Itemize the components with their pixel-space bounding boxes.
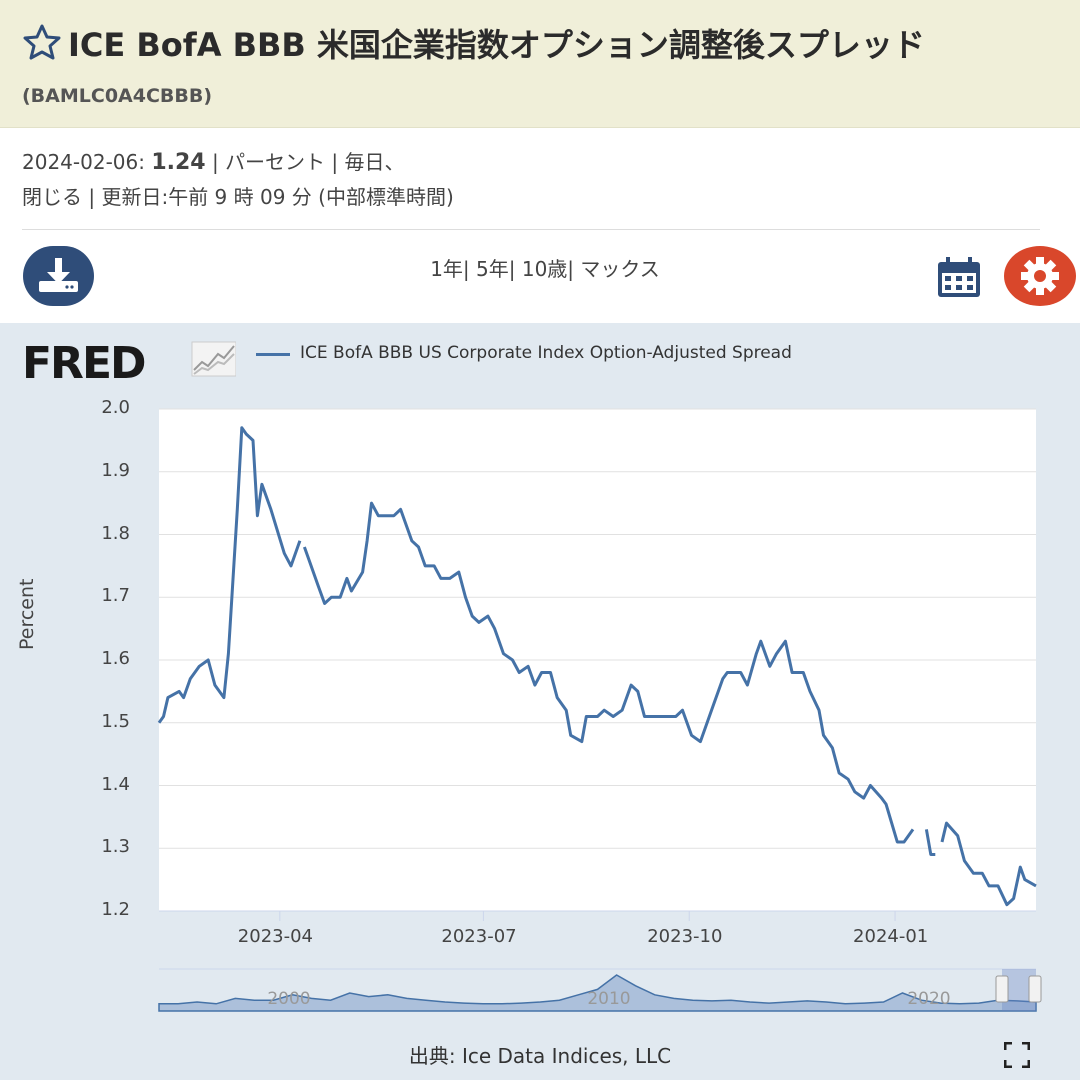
- x-tick-label: 2023-10: [647, 926, 723, 947]
- download-icon: [39, 258, 78, 292]
- y-tick-label: 1.7: [101, 585, 130, 607]
- y-tick-label: 1.9: [101, 459, 130, 481]
- units-frequency: | パーセント | 毎日、: [205, 150, 405, 174]
- divider: [22, 229, 1040, 230]
- range-10y[interactable]: 10歳|: [515, 257, 575, 281]
- series-title: ICE BofA BBB 米国企業指数オプション調整後スプレッド: [68, 26, 925, 64]
- series-meta: 2024-02-06: 1.24 | パーセント | 毎日、 閉じる | 更新日…: [22, 145, 1022, 214]
- settings-button[interactable]: [1004, 246, 1076, 306]
- series-id: (BAMLC0A4CBBB): [22, 85, 213, 107]
- y-tick-label: 2.0: [101, 397, 130, 418]
- range-1y[interactable]: 1年|: [430, 257, 470, 281]
- navigator-label: 2020: [907, 989, 950, 1009]
- navigator-handle-left[interactable]: [995, 975, 1009, 1003]
- gear-icon: [1004, 246, 1076, 306]
- date-range-selector: 1年| 5年| 10歳| マックス: [300, 253, 790, 282]
- series-line: [924, 829, 936, 856]
- range-max[interactable]: マックス: [574, 257, 660, 281]
- fullscreen-icon[interactable]: [1003, 1041, 1031, 1069]
- x-tick-label: 2023-07: [441, 926, 517, 947]
- range-5y[interactable]: 5年|: [469, 257, 516, 281]
- y-tick-label: 1.6: [101, 648, 130, 669]
- calendar-icon[interactable]: [936, 256, 982, 298]
- source-note: 出典: Ice Data Indices, LLC: [408, 1044, 672, 1068]
- y-tick-label: 1.3: [101, 836, 130, 858]
- navigator-label: 2000: [267, 989, 310, 1009]
- series-line: [302, 501, 915, 844]
- series-title-block: ICE BofA BBB 米国企業指数オプション調整後スプレッド (BAMLC0A…: [22, 22, 1062, 119]
- fred-logo: FRED: [22, 338, 147, 389]
- series-line: [940, 821, 1037, 907]
- observation-date: 2024-02-06:: [22, 150, 145, 174]
- x-tick-label: 2023-04: [237, 926, 314, 947]
- x-tick-label: 2024-01: [853, 926, 929, 947]
- y-tick-label: 1.5: [101, 710, 130, 732]
- navigator-handle-right[interactable]: [1028, 975, 1042, 1003]
- navigator-label: 2010: [587, 989, 630, 1009]
- navigator-series: [158, 974, 1037, 1012]
- series-header: ICE BofA BBB 米国企業指数オプション調整後スプレッド (BAMLC0A…: [0, 0, 1080, 128]
- y-tick-label: 1.8: [101, 522, 130, 544]
- legend-label: ICE BofA BBB US Corporate Index Option-A…: [300, 343, 792, 363]
- observation-value: 1.24: [151, 150, 206, 175]
- y-tick-label: 1.4: [101, 773, 130, 795]
- series-line: [157, 426, 302, 724]
- star-icon[interactable]: [22, 24, 62, 60]
- y-tick-label: 1.2: [101, 899, 130, 920]
- update-info: 閉じる | 更新日:午前 9 時 09 分 (中部標準時間): [22, 185, 454, 209]
- fred-logo-graph-icon: [191, 341, 236, 377]
- legend-swatch: [256, 353, 290, 356]
- download-button[interactable]: [23, 246, 94, 306]
